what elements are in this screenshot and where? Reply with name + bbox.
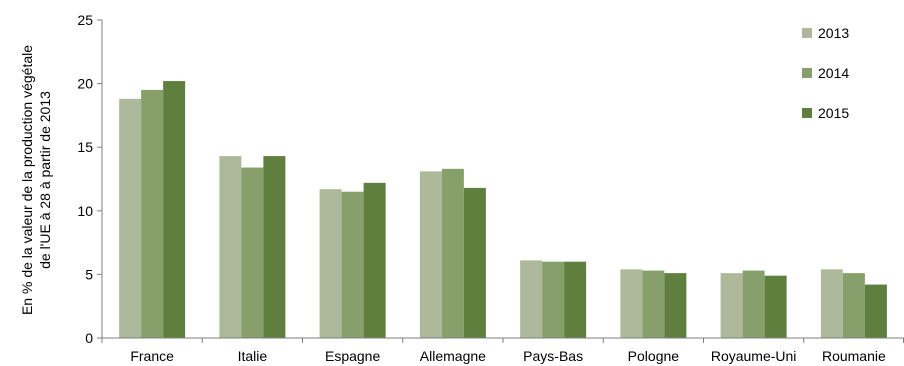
bar-royaume-uni-2015 — [764, 275, 787, 338]
x-tick-label-royaume-uni: Royaume-Uni — [711, 348, 797, 364]
x-axis-labels: France Italie Espagne Allemagne Pays-Bas Polo… — [130, 348, 886, 364]
x-tick-label-france: France — [130, 348, 174, 364]
bar-royaume-uni-2014 — [742, 270, 765, 338]
y-tick-label-5: 5 — [85, 266, 93, 282]
bar-espagne-2015 — [363, 182, 386, 338]
x-tick-label-roumanie: Roumanie — [822, 348, 886, 364]
bar-france-2013 — [119, 98, 142, 338]
bar-italie-2014 — [241, 167, 264, 338]
y-tick-label-15: 15 — [77, 139, 93, 155]
bar-pologne-2014 — [642, 270, 665, 338]
x-tick-label-pays-bas: Pays-Bas — [523, 348, 583, 364]
y-tick-label-10: 10 — [77, 203, 93, 219]
bar-roumanie-2013 — [820, 269, 843, 338]
x-tick-label-pologne: Pologne — [628, 348, 680, 364]
y-axis-label-line-1: En % de la valeur de la production végét… — [19, 45, 35, 315]
legend-label-2014: 2014 — [818, 65, 849, 81]
bar-roumanie-2014 — [842, 273, 865, 338]
bar-allemagne-2014 — [441, 168, 464, 338]
y-tick-label-20: 20 — [77, 76, 93, 92]
bar-roumanie-2015 — [864, 284, 887, 338]
bar-france-2014 — [141, 89, 164, 339]
x-axis-ticks — [101, 338, 904, 343]
bar-pologne-2015 — [664, 273, 687, 338]
bar-pologne-2013 — [620, 269, 643, 338]
bar-pays-bas-2015 — [564, 261, 587, 338]
legend: 2013 2014 2015 — [802, 25, 849, 121]
bar-france-2015 — [163, 81, 186, 338]
y-axis-ticks: 0 5 10 15 20 25 — [77, 12, 102, 346]
legend-swatch-2015 — [802, 108, 812, 118]
bar-allemagne-2015 — [463, 187, 486, 338]
legend-swatch-2014 — [802, 68, 812, 78]
y-tick-label-25: 25 — [77, 12, 93, 28]
bar-espagne-2013 — [319, 189, 342, 338]
legend-label-2013: 2013 — [818, 25, 849, 41]
bars — [119, 81, 887, 339]
legend-label-2015: 2015 — [818, 105, 849, 121]
bar-allemagne-2013 — [419, 171, 442, 338]
bar-royaume-uni-2013 — [720, 273, 743, 338]
x-tick-label-espagne: Espagne — [325, 348, 380, 364]
bar-pays-bas-2014 — [542, 261, 565, 338]
legend-swatch-2013 — [802, 28, 812, 38]
y-tick-label-0: 0 — [85, 330, 93, 346]
bar-pays-bas-2013 — [520, 260, 543, 338]
bar-espagne-2014 — [341, 191, 364, 338]
x-tick-label-allemagne: Allemagne — [420, 348, 486, 364]
x-tick-label-italie: Italie — [238, 348, 268, 364]
y-axis-label: En % de la valeur de la production végét… — [19, 45, 53, 315]
bar-italie-2015 — [263, 156, 286, 338]
bar-italie-2013 — [219, 156, 242, 338]
y-axis-label-line-2: de l'UE à 28 à partir de 2013 — [37, 91, 53, 269]
